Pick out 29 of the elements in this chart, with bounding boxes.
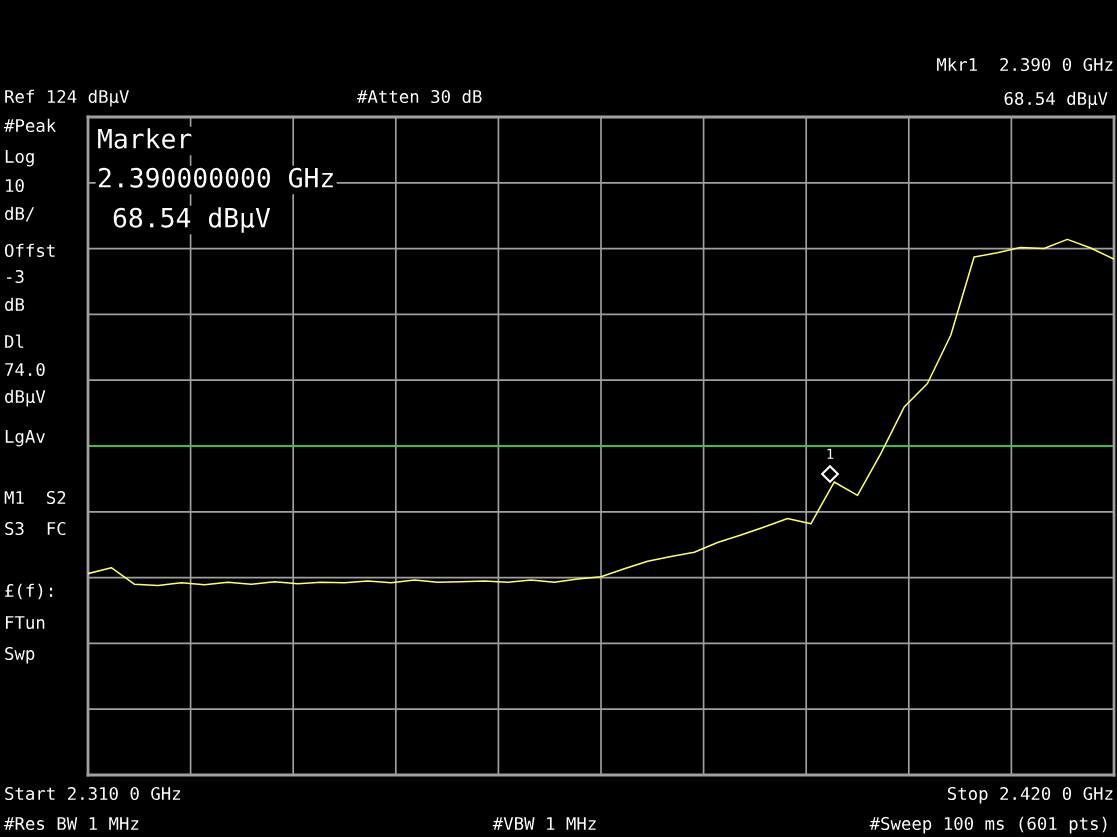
text: LgAv xyxy=(5,430,45,447)
text: 74.0 xyxy=(5,362,45,377)
text: Dl xyxy=(5,334,24,348)
text: S3 FC xyxy=(5,521,66,536)
text: #Res BW 1 MHz xyxy=(4,817,139,831)
text: dB xyxy=(5,297,25,312)
text: M1 S2 xyxy=(4,490,66,505)
text: Ref 124 dBµV xyxy=(5,89,129,107)
text: Swp xyxy=(5,646,35,664)
text: #VBW 1 MHz xyxy=(492,817,596,830)
text: 68.54 dBµV xyxy=(1004,91,1108,109)
text: Stop 2.420 0 GHz xyxy=(947,786,1113,804)
annotation: 1 xyxy=(827,448,834,459)
text: 2.390000000 GHz xyxy=(98,167,333,188)
text: FTun xyxy=(5,616,45,630)
text: dB/ xyxy=(5,206,35,222)
text: -3 xyxy=(7,269,24,284)
text: Marker xyxy=(98,128,192,149)
text: dBµV xyxy=(5,389,46,407)
text: #Peak xyxy=(4,118,56,133)
text: 10 xyxy=(6,178,24,193)
text: #Atten 30 dB xyxy=(357,89,482,104)
text: Mkr1 2.390 0 GHz xyxy=(937,57,1113,72)
text: £(f): xyxy=(5,583,53,600)
text: #Sweep 100 ms (601 pts) xyxy=(869,816,1107,834)
text: Offst xyxy=(4,243,55,258)
text: 68.54 dBµV xyxy=(113,207,271,233)
text: Start 2.310 0 GHz xyxy=(5,786,181,801)
text: Log xyxy=(5,150,34,167)
